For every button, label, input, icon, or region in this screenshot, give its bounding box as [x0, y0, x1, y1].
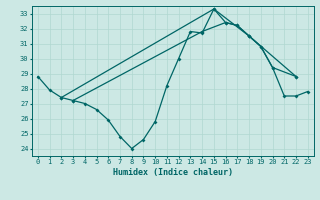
X-axis label: Humidex (Indice chaleur): Humidex (Indice chaleur): [113, 168, 233, 177]
